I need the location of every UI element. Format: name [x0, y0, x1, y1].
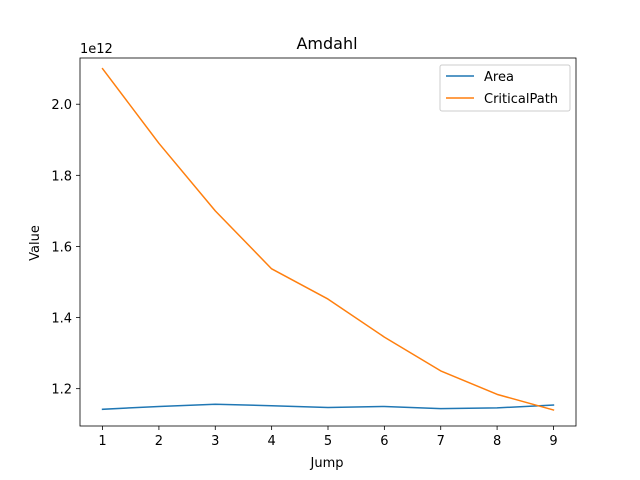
x-tick-label: 9: [549, 434, 557, 449]
series-line-criticalpath: [101, 67, 555, 411]
legend-label-area: Area: [484, 70, 514, 85]
y-tick-label: 1.2: [51, 383, 72, 398]
chart-title: Amdahl: [296, 34, 357, 53]
x-tick-label: 3: [211, 434, 219, 449]
y-tick-label: 2.0: [51, 98, 72, 113]
x-tick-label: 6: [380, 434, 388, 449]
plot-area: [101, 67, 555, 411]
series-line-area: [101, 403, 555, 411]
x-axis-label: Jump: [310, 456, 344, 471]
x-tick-label: 8: [493, 434, 501, 449]
x-tick-label: 7: [437, 434, 445, 449]
axes: 1 2 3 4 5 6 7 8 9 1.2 1.4 1.6 1.8 2.0: [51, 57, 577, 449]
x-tick-label: 2: [155, 434, 163, 449]
legend-label-criticalpath: CriticalPath: [484, 92, 558, 107]
y-tick-label: 1.4: [51, 312, 72, 327]
x-tick-label: 1: [98, 434, 106, 449]
x-tick-label: 4: [267, 434, 275, 449]
y-tick-label: 1.8: [51, 169, 72, 184]
y-axis-label: Value: [28, 225, 43, 261]
y-offset-label: 1e12: [80, 42, 113, 57]
legend: Area CriticalPath: [439, 64, 571, 112]
x-tick-label: 5: [324, 434, 332, 449]
y-tick-label: 1.6: [51, 240, 72, 255]
